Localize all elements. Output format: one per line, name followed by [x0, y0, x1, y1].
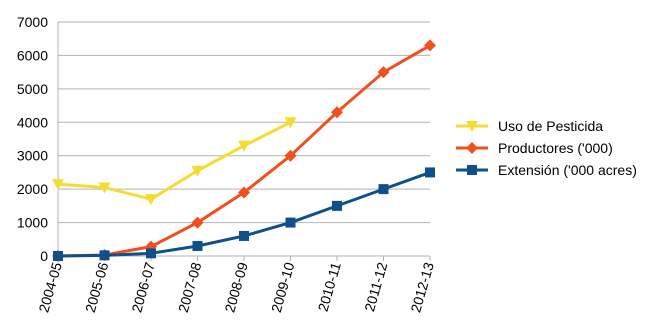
- data-point: [145, 194, 157, 206]
- series-0: [52, 117, 297, 206]
- y-tick-label: 1000: [17, 215, 48, 231]
- legend-label: Extensión ('000 acres): [498, 162, 637, 178]
- x-tick-label: 2008-09: [221, 260, 251, 314]
- data-point: [239, 230, 249, 241]
- data-point: [191, 216, 204, 229]
- data-point: [284, 149, 297, 162]
- y-tick-label: 2000: [17, 181, 48, 197]
- x-tick-label: 2010-11: [315, 260, 344, 313]
- y-tick-label: 4000: [17, 114, 48, 130]
- y-tick-label: 5000: [17, 81, 48, 97]
- y-tick-label: 6000: [17, 47, 48, 63]
- x-tick-label: 2004-05: [35, 260, 65, 314]
- legend-label: Productores ('000): [498, 140, 613, 156]
- data-point: [331, 106, 343, 119]
- data-point: [238, 186, 250, 199]
- data-point: [285, 217, 296, 228]
- data-point: [424, 39, 436, 52]
- x-tick-label: 2011-12: [361, 260, 390, 313]
- x-tick-labels: 2004-05 2005-06 2006-07 2007-08 2008-09 2009-…: [35, 260, 437, 314]
- legend-item: Productores ('000): [456, 140, 613, 156]
- legend-item: Extensión ('000 acres): [456, 162, 637, 178]
- y-tick-label: 3000: [17, 148, 48, 164]
- legend-marker: [467, 165, 477, 175]
- data-point: [378, 184, 389, 195]
- x-tick-label: 2012-13: [407, 260, 437, 314]
- data-point: [52, 179, 64, 191]
- series-group: [52, 39, 436, 262]
- data-point: [99, 250, 110, 261]
- x-tick-label: 2006-07: [128, 260, 158, 314]
- x-tick-label: 2007-08: [175, 260, 205, 314]
- x-tick-label: 2009-10: [268, 260, 298, 314]
- data-point: [191, 165, 204, 177]
- data-point: [425, 167, 435, 178]
- data-point: [192, 240, 203, 251]
- data-point: [98, 182, 111, 194]
- y-tick-labels: 0 1000 2000 3000 4000 5000 6000 7000: [17, 14, 48, 264]
- data-point: [53, 251, 63, 261]
- x-tick-label: 2005-06: [82, 260, 112, 314]
- data-point: [284, 117, 297, 129]
- data-point: [377, 66, 390, 79]
- data-point: [238, 140, 250, 152]
- gridlines: [58, 21, 430, 257]
- legend-item: Uso de Pesticida: [456, 118, 603, 134]
- y-tick-label: 7000: [17, 14, 48, 30]
- legend: Uso de Pesticida Productores ('000) Extens…: [456, 118, 637, 178]
- data-point: [332, 200, 342, 211]
- legend-marker: [466, 121, 478, 132]
- series-line: [57, 171, 431, 258]
- series-line: [57, 120, 292, 201]
- legend-marker: [466, 142, 478, 154]
- legend-label: Uso de Pesticida: [498, 118, 603, 134]
- data-point: [146, 248, 156, 259]
- series-2: [53, 167, 435, 261]
- y-tick-label: 0: [40, 248, 48, 264]
